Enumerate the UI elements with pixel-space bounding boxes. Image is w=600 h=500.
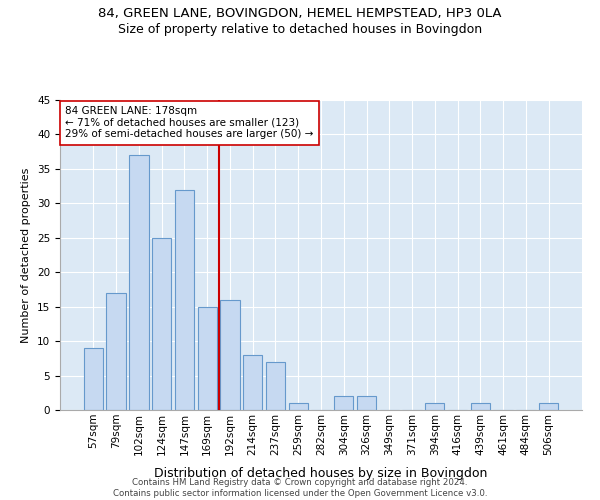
Bar xyxy=(357,396,376,410)
Bar xyxy=(243,355,262,410)
Bar xyxy=(470,403,490,410)
Bar xyxy=(289,403,308,410)
Bar xyxy=(197,306,217,410)
Text: Size of property relative to detached houses in Bovingdon: Size of property relative to detached ho… xyxy=(118,22,482,36)
Text: Contains HM Land Registry data © Crown copyright and database right 2024.
Contai: Contains HM Land Registry data © Crown c… xyxy=(113,478,487,498)
Bar xyxy=(334,396,353,410)
Text: 84, GREEN LANE, BOVINGDON, HEMEL HEMPSTEAD, HP3 0LA: 84, GREEN LANE, BOVINGDON, HEMEL HEMPSTE… xyxy=(98,8,502,20)
Bar xyxy=(152,238,172,410)
Y-axis label: Number of detached properties: Number of detached properties xyxy=(22,168,31,342)
Text: 84 GREEN LANE: 178sqm
← 71% of detached houses are smaller (123)
29% of semi-det: 84 GREEN LANE: 178sqm ← 71% of detached … xyxy=(65,106,314,140)
Bar xyxy=(425,403,445,410)
Bar xyxy=(266,362,285,410)
Bar xyxy=(84,348,103,410)
Text: Distribution of detached houses by size in Bovingdon: Distribution of detached houses by size … xyxy=(154,467,488,480)
Bar xyxy=(106,293,126,410)
Bar xyxy=(129,155,149,410)
Bar xyxy=(175,190,194,410)
Bar xyxy=(220,300,239,410)
Bar xyxy=(539,403,558,410)
